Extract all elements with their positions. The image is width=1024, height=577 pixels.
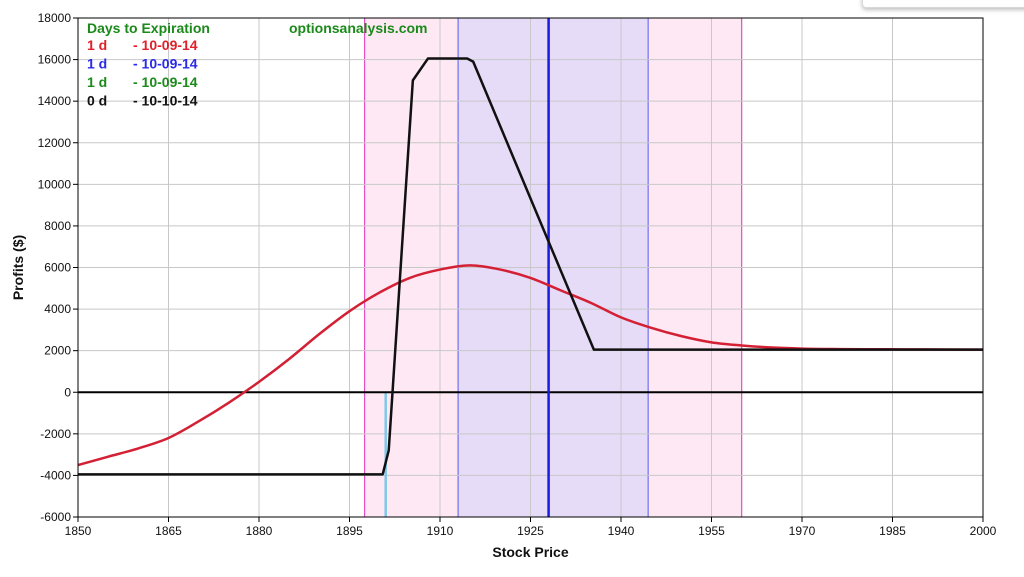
legend-days-4: 0 d (87, 93, 107, 109)
legend-days-3: 1 d (87, 74, 107, 90)
legend-date-1: - 10-09-14 (133, 37, 198, 53)
x-tick-label: 1925 (517, 524, 544, 538)
y-tick-label: 16000 (38, 53, 72, 67)
y-tick-label: -2000 (40, 427, 71, 441)
x-tick-label: 1955 (698, 524, 725, 538)
x-tick-label: 2000 (970, 524, 997, 538)
window-corner-tab (862, 0, 1024, 8)
y-tick-label: 8000 (44, 219, 71, 233)
y-tick-label: 4000 (44, 302, 71, 316)
y-tick-label: 12000 (38, 136, 72, 150)
x-axis-label: Stock Price (492, 544, 568, 560)
legend-date-3: - 10-09-14 (133, 74, 198, 90)
legend-days-2: 1 d (87, 56, 107, 72)
y-tick-label: -4000 (40, 468, 71, 482)
y-tick-label: 0 (64, 385, 71, 399)
series-line-1d (77, 264, 984, 467)
x-tick-label: 1970 (789, 524, 816, 538)
legend-date-4: - 10-10-14 (133, 93, 198, 109)
legend-date-2: - 10-09-14 (133, 56, 198, 72)
y-tick-label: 18000 (38, 11, 72, 25)
y-tick-label: 14000 (38, 94, 72, 108)
legend-days-1: 1 d (87, 37, 107, 53)
x-tick-label: 1940 (608, 524, 635, 538)
y-tick-label: 6000 (44, 261, 71, 275)
x-tick-label: 1910 (427, 524, 454, 538)
x-tick-label: 1850 (65, 524, 92, 538)
y-axis-label: Profits ($) (10, 235, 26, 300)
x-tick-label: 1880 (246, 524, 273, 538)
markers (78, 18, 983, 517)
y-tick-label: 10000 (38, 177, 72, 191)
x-tick-label: 1865 (155, 524, 182, 538)
x-tick-label: 1985 (879, 524, 906, 538)
y-tick-label: -6000 (40, 510, 71, 524)
legend: 1 d - 10-09-14 1 d - 10-09-14 1 d - 10-09-14 0… (87, 37, 198, 109)
series-line-0d (78, 57, 983, 476)
y-tick-label: 2000 (44, 344, 71, 358)
x-tick-label: 1895 (336, 524, 363, 538)
watermark-text: optionsanalysis.com (289, 20, 427, 36)
legend-header: Days to Expiration (87, 20, 210, 36)
grid (77, 17, 984, 518)
series-lines (77, 57, 984, 476)
axis-ticks: 1850 1865 1880 1895 1910 1925 1940 1955 1970 1985… (38, 11, 997, 538)
